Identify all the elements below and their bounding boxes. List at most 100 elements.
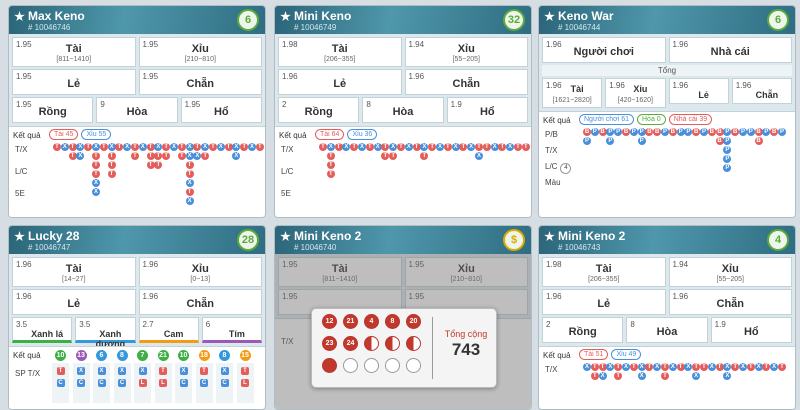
bet-option[interactable]: 3.5 Xanh lá bbox=[12, 317, 73, 343]
result-bead: T bbox=[53, 143, 61, 151]
bet-row: 1.96 Lẻ 1.96 Chẵn bbox=[542, 289, 792, 315]
empty-ball bbox=[385, 358, 400, 373]
result-bead: X bbox=[451, 143, 460, 151]
option-name: Xỉu bbox=[457, 263, 475, 275]
result-number: 10 bbox=[178, 350, 189, 361]
result-bead: T bbox=[334, 143, 343, 151]
result-bead: P bbox=[629, 128, 638, 136]
result-bead: T bbox=[731, 363, 740, 371]
bet-option[interactable]: 1.96 Người chơi bbox=[542, 37, 666, 63]
result-bead: X bbox=[707, 363, 716, 371]
result-bead: X bbox=[404, 143, 413, 151]
bet-option[interactable]: 1.95 Rồng bbox=[12, 97, 94, 123]
result-bead: X bbox=[123, 143, 132, 151]
bet-option[interactable]: 1.95 Tài [811~1410] bbox=[278, 257, 402, 287]
option-name: Xỉu bbox=[633, 84, 648, 94]
bet-option[interactable]: 1.98 Tài [206~355] bbox=[278, 37, 402, 67]
result-bead: T bbox=[185, 161, 194, 169]
odds: 1.9 bbox=[714, 320, 726, 329]
result-bead: X bbox=[216, 143, 225, 151]
drawn-ball: 4 bbox=[364, 314, 379, 329]
bet-option[interactable]: 1.95 Hổ bbox=[180, 97, 262, 123]
bet-option[interactable]: 1.96 Lẻ bbox=[542, 289, 666, 315]
bet-option[interactable]: 8 Hòa bbox=[626, 317, 708, 343]
row-label: SP T/X bbox=[15, 369, 41, 378]
result-bead: T bbox=[68, 143, 77, 151]
bet-option[interactable]: 1.96 Lẻ bbox=[12, 289, 136, 315]
bet-option[interactable]: 6 Tím bbox=[201, 317, 262, 343]
bet-option[interactable]: 1.95 Tài [811~1410] bbox=[12, 37, 136, 67]
bet-option[interactable]: 2 Rồng bbox=[278, 97, 360, 123]
result-bead: T bbox=[146, 161, 155, 169]
bet-option[interactable]: 1.9 Hổ bbox=[446, 97, 528, 123]
bet-option[interactable]: 1.96 Tài [14~27] bbox=[12, 257, 136, 287]
result-bead: C bbox=[118, 379, 126, 387]
result-bead: T bbox=[412, 143, 421, 151]
row-badge: 4 bbox=[560, 163, 572, 174]
bet-option[interactable]: 9 Hòa bbox=[96, 97, 178, 123]
odds: 1.96 bbox=[735, 81, 752, 90]
game-panel: Keno War # 10046744 6 1.96 Người chơi 1.96 Nhà… bbox=[538, 5, 796, 218]
game-id: # 10046743 bbox=[558, 243, 601, 252]
result-number: 6 bbox=[96, 350, 107, 361]
result-bead: P bbox=[590, 128, 599, 136]
odds: 8 bbox=[630, 320, 635, 329]
panel-header: Max Keno # 10046746 6 bbox=[9, 6, 265, 34]
game-panel: Max Keno # 10046746 6 1.95 Tài [811~1410] 1.95… bbox=[8, 5, 266, 218]
bet-option[interactable]: 2.7 Cam bbox=[138, 317, 199, 343]
bet-option[interactable]: 1.96 Chẵn bbox=[404, 69, 528, 95]
summary-pill: Nhà cái 39 bbox=[668, 114, 713, 125]
bet-option[interactable]: 1.98 Tài [206~355] bbox=[542, 257, 666, 287]
bet-option[interactable]: 1.94 Xỉu [55~205] bbox=[404, 37, 528, 67]
result-bead: X bbox=[76, 152, 85, 160]
bet-option[interactable]: 1.95 Chẵn bbox=[138, 69, 262, 95]
result-bead: X bbox=[420, 143, 429, 151]
bet-option[interactable]: 1.95 Lẻ bbox=[12, 69, 136, 95]
summary-pill: Tài 64 bbox=[315, 129, 345, 140]
result-number: 7 bbox=[137, 350, 148, 361]
result-bead: T bbox=[154, 152, 163, 160]
odds: 1.96 bbox=[142, 260, 159, 269]
row-label: T/X bbox=[545, 146, 558, 155]
game-id: # 10046740 bbox=[294, 243, 337, 252]
bet-option[interactable]: 1.96 Xỉu [420~1620] bbox=[605, 78, 666, 108]
bet-option[interactable]: 1.96 Lẻ bbox=[278, 69, 402, 95]
result-bead: X bbox=[248, 143, 256, 151]
option-name: Người chơi bbox=[573, 46, 634, 58]
result-bead: X bbox=[475, 152, 483, 160]
bet-option[interactable]: 3.5 Xanh dương bbox=[75, 317, 136, 349]
bet-option[interactable]: 1.96 Chẵn bbox=[138, 289, 262, 315]
odds: 1.94 bbox=[408, 40, 425, 49]
result-number: 10 bbox=[55, 350, 66, 361]
result-bead: B bbox=[731, 128, 740, 136]
bet-option[interactable]: 1.96 Tài [1621~2820] bbox=[542, 78, 603, 108]
option-name: Rồng bbox=[38, 106, 67, 118]
bet-option[interactable]: 1.96 Chẵn bbox=[731, 78, 792, 104]
bet-option[interactable]: 1.96 Xỉu [0~13] bbox=[138, 257, 262, 287]
empty-ball bbox=[364, 358, 379, 373]
bet-option[interactable]: 1.95 Xỉu [210~810] bbox=[138, 37, 262, 67]
bet-option[interactable]: 1.96 Nhà cái bbox=[668, 37, 792, 63]
result-bead: X bbox=[684, 363, 693, 371]
star-icon bbox=[280, 11, 291, 22]
option-name: Hòa bbox=[656, 326, 678, 338]
bet-option[interactable]: 1.96 Chẵn bbox=[668, 289, 792, 315]
bet-option[interactable]: 1.96 Lẻ bbox=[668, 78, 729, 104]
results-label: Kết quả bbox=[13, 351, 41, 360]
option-name: Tài bbox=[65, 263, 82, 275]
result-bead: P bbox=[723, 146, 732, 154]
bet-option[interactable]: 1.9 Hổ bbox=[710, 317, 792, 343]
star-icon bbox=[14, 11, 25, 22]
bet-option[interactable]: 1.94 Xỉu [55~205] bbox=[668, 257, 792, 287]
option-range: [210~810] bbox=[184, 56, 216, 63]
star-icon bbox=[544, 11, 555, 22]
bet-area: 1.98 Tài [206~355] 1.94 Xỉu [55~205] 1.96 Lẻ 1.9… bbox=[539, 254, 795, 346]
bet-option[interactable]: 2 Rồng bbox=[542, 317, 624, 343]
option-name: Nhà cái bbox=[710, 46, 750, 58]
result-bead: X bbox=[342, 143, 351, 151]
result-bead: T bbox=[428, 143, 437, 151]
odds: 1.96 bbox=[142, 292, 159, 301]
option-name: Tài bbox=[65, 43, 82, 55]
bet-option[interactable]: 1.95 Xỉu [210~810] bbox=[404, 257, 528, 287]
bet-option[interactable]: 8 Hòa bbox=[362, 97, 444, 123]
